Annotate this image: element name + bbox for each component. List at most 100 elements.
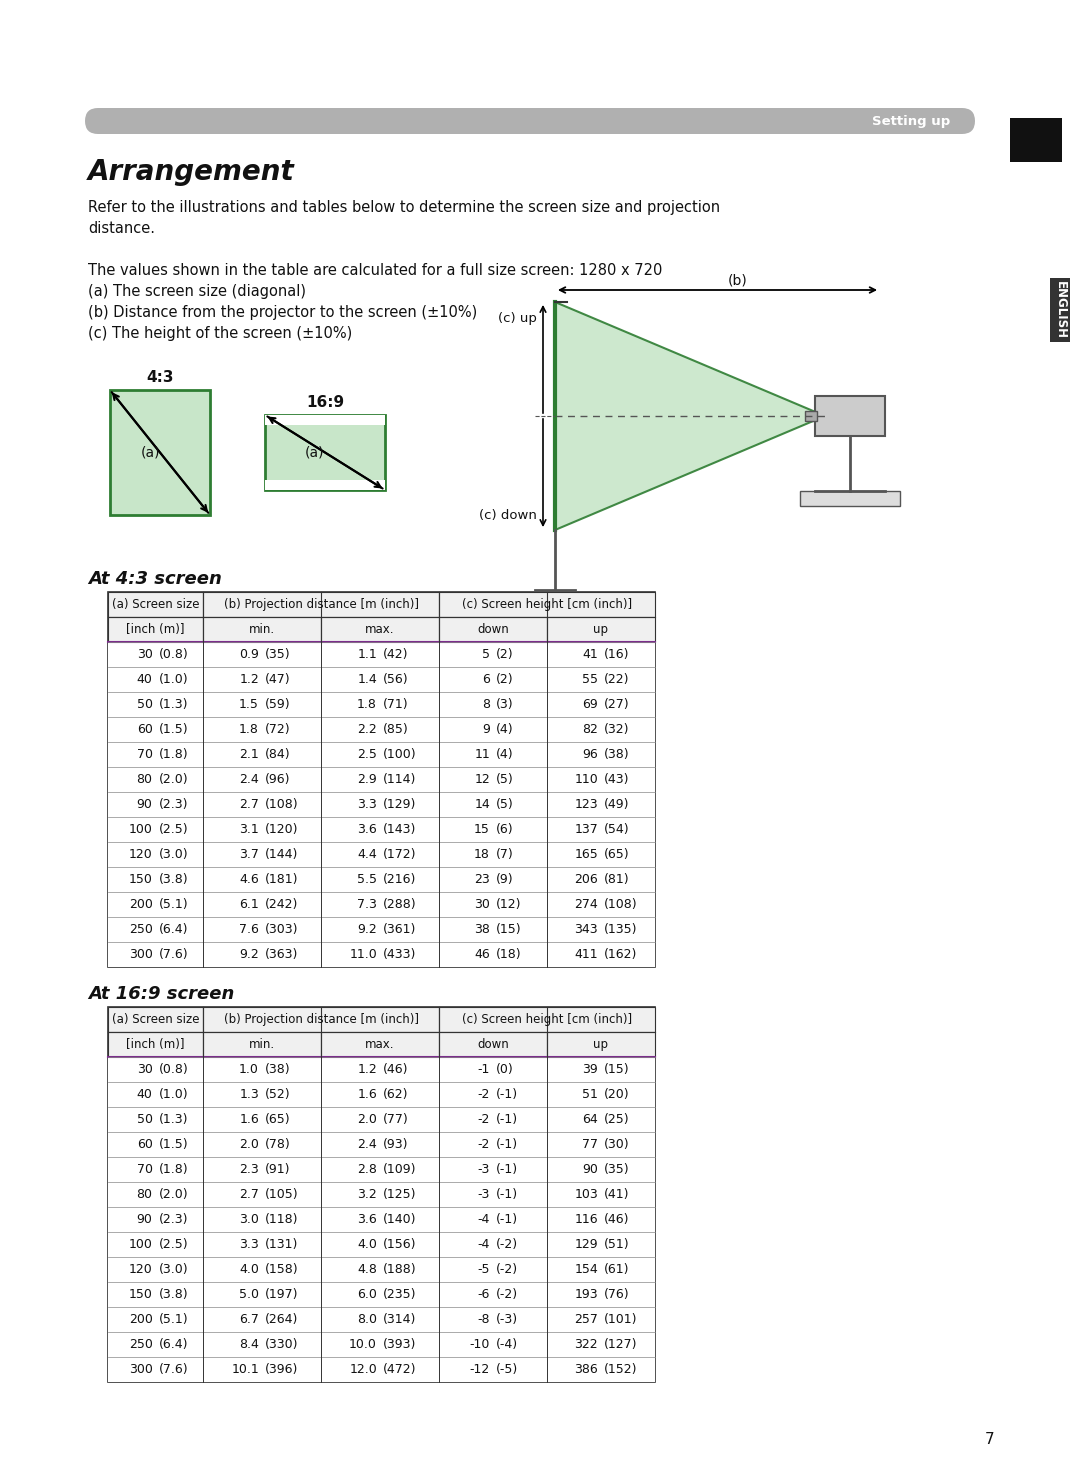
Text: min.: min. [248,624,275,635]
Text: (6): (6) [496,823,514,836]
Text: [inch (m)]: [inch (m)] [126,1038,185,1051]
Polygon shape [555,302,825,530]
Text: (56): (56) [383,673,408,687]
Text: 1.4: 1.4 [357,673,377,687]
Text: (15): (15) [496,922,522,935]
Text: 30: 30 [137,649,152,662]
Text: (-1): (-1) [496,1138,518,1151]
Text: 4:3: 4:3 [146,370,174,385]
Bar [108,1206,654,1233]
Text: (1.5): (1.5) [159,1138,188,1151]
Text: 1.1: 1.1 [357,649,377,662]
Text: (35): (35) [265,649,291,662]
Text: (b): (b) [728,272,747,287]
Bar [321,1032,438,1057]
Text: (77): (77) [383,1113,408,1126]
Text: (2.0): (2.0) [159,1187,188,1200]
Text: (16): (16) [604,649,630,662]
Text: (2): (2) [496,649,514,662]
Text: (1.0): (1.0) [159,1088,188,1101]
Text: 8: 8 [482,698,490,712]
Bar [108,941,654,968]
Text: (-1): (-1) [496,1113,518,1126]
Text: 2.2: 2.2 [357,723,377,736]
Text: 5: 5 [482,649,490,662]
Text: 103: 103 [575,1187,598,1200]
Text: (85): (85) [383,723,408,736]
Bar [108,692,654,717]
Text: (3): (3) [496,698,514,712]
Text: 2.0: 2.0 [357,1113,377,1126]
Text: 1.5: 1.5 [239,698,259,712]
Text: 300: 300 [129,1363,152,1376]
Text: (129): (129) [383,798,417,811]
Text: 200: 200 [129,897,152,911]
Bar [108,1007,654,1382]
Text: (15): (15) [604,1063,630,1076]
Text: (361): (361) [383,922,417,935]
Text: (62): (62) [383,1088,408,1101]
Text: (71): (71) [383,698,408,712]
Text: (140): (140) [383,1214,417,1225]
Text: (1.0): (1.0) [159,673,188,687]
Bar [265,414,384,490]
Text: (7.6): (7.6) [159,949,188,960]
Text: (105): (105) [265,1187,299,1200]
Text: (7): (7) [496,848,514,861]
Text: 4.0: 4.0 [357,1239,377,1252]
Bar [265,480,384,490]
Text: 120: 120 [129,1263,152,1277]
Text: 82: 82 [582,723,598,736]
Text: 129: 129 [575,1239,598,1252]
Text: (-1): (-1) [496,1088,518,1101]
Text: 39: 39 [582,1063,598,1076]
Bar [108,1181,654,1206]
Text: 411: 411 [575,949,598,960]
Text: 1.6: 1.6 [240,1113,259,1126]
Text: (125): (125) [383,1187,417,1200]
Text: 12: 12 [474,773,490,786]
Text: 50: 50 [136,698,152,712]
Text: -2: -2 [477,1138,490,1151]
Text: 1.3: 1.3 [240,1088,259,1101]
Text: -2: -2 [477,1088,490,1101]
Text: (1.3): (1.3) [159,698,188,712]
Text: (152): (152) [604,1363,637,1376]
Text: -12: -12 [470,1363,490,1376]
Text: up: up [594,1038,608,1051]
Text: -6: -6 [477,1288,490,1301]
Bar [108,1007,203,1032]
Text: (158): (158) [265,1263,299,1277]
Text: (78): (78) [265,1138,291,1151]
Text: (27): (27) [604,698,630,712]
Text: 10.0: 10.0 [349,1338,377,1351]
Text: (76): (76) [604,1288,630,1301]
Text: (38): (38) [604,748,630,761]
Text: (114): (114) [383,773,417,786]
Text: 2.7: 2.7 [239,1187,259,1200]
Text: 3.1: 3.1 [240,823,259,836]
Bar [108,1307,654,1332]
Text: (264): (264) [265,1313,298,1326]
Text: 69: 69 [582,698,598,712]
Text: (81): (81) [604,873,630,886]
Text: (330): (330) [265,1338,298,1351]
Text: 4.8: 4.8 [357,1263,377,1277]
Text: (7.6): (7.6) [159,1363,188,1376]
Text: 46: 46 [474,949,490,960]
Text: 8.0: 8.0 [357,1313,377,1326]
Text: 150: 150 [129,1288,152,1301]
Text: At 4:3 screen: At 4:3 screen [87,569,221,589]
Text: 7.6: 7.6 [239,922,259,935]
Text: (a) Screen size: (a) Screen size [111,597,199,610]
Text: (131): (131) [265,1239,298,1252]
Text: ENGLISH: ENGLISH [1053,281,1067,340]
Bar [438,591,654,616]
Bar [108,1258,654,1282]
Text: (100): (100) [383,748,417,761]
Bar [108,1057,654,1082]
Text: (5): (5) [496,798,514,811]
Text: 274: 274 [575,897,598,911]
Text: (72): (72) [265,723,291,736]
Text: (393): (393) [383,1338,417,1351]
